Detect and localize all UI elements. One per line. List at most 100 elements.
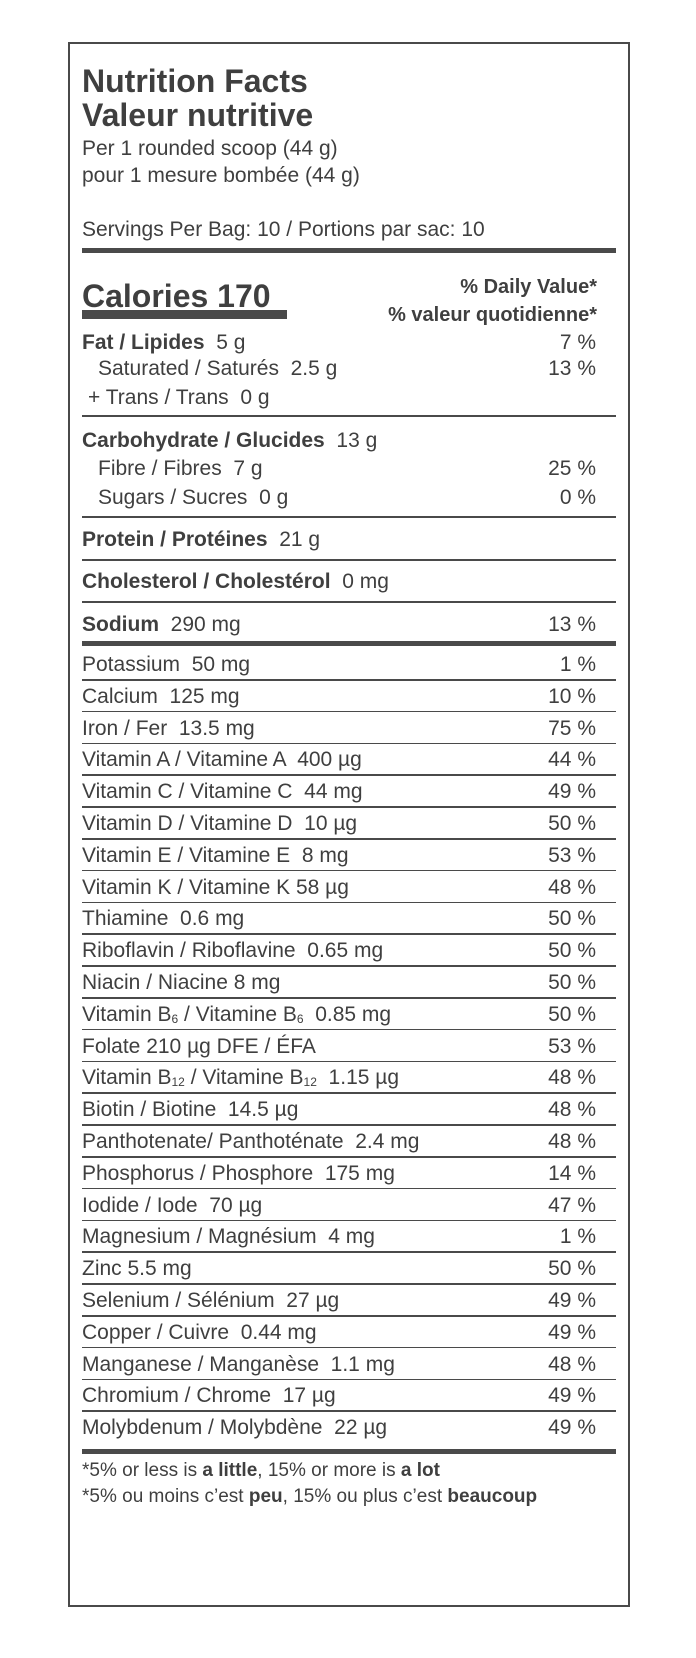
nutrient-row: Iron / Fer 13.5 mg 75 % [82,714,616,744]
nutrient-percent: 48 % [548,875,596,899]
nutrient-name: Phosphorus / Phosphore 175 mg [82,1161,395,1185]
nutrient-percent: 48 % [548,1066,596,1090]
divider [82,1251,616,1253]
nutrient-label: + Trans / Trans [88,386,229,409]
nutrient-percent: 44 % [548,748,596,772]
nutrient-name: Riboflavin / Riboflavine 0.65 mg [82,939,384,963]
calories-underline-bar [82,310,287,319]
footnote-french: *5% ou moins c’est peu, 15% ou plus c’es… [82,1486,538,1507]
nutrient-name: Vitamin B12 / Vitamine B12 1.15 µg [82,1066,400,1090]
nutrient-amount: 0 g [240,386,270,409]
nutrient-name: Molybdenum / Molybdène 22 µg [82,1416,388,1440]
nutrient-row: Chromium / Chrome 17 µg 49 % [82,1381,616,1411]
thick-divider [82,1449,616,1454]
divider [82,679,616,681]
nutrient-percent: 14 % [548,1161,596,1185]
divider [82,415,616,417]
nutrient-label: Carbohydrate / Glucides [82,429,325,452]
nutrient-amount: 5 g [216,331,246,354]
nutrient-percent: 47 % [548,1193,596,1217]
divider [82,1092,616,1094]
divider [82,1378,616,1381]
divider [82,516,616,518]
divider [82,965,616,967]
nutrient-row: Vitamin B6 / Vitamine B6 0.85 mg 50 % [82,1000,616,1030]
nutrient-percent: 1 % [559,653,596,676]
divider [82,1315,616,1317]
nutrient-name: Vitamin C / Vitamine C 44 mg [82,780,363,804]
nutrient-row: Folate 210 µg DFE / ÉFA 53 % [82,1032,616,1062]
nutrient-percent: 7 % [559,331,596,354]
nutrient-amount: 0 mg [342,570,389,593]
nutrient-row: Copper / Cuivre 0.44 mg 49 % [82,1318,616,1348]
nutrient-percent: 50 % [548,812,596,835]
nutrient-label: Fat / Lipides [82,331,205,354]
divider [82,806,616,808]
title-french: Valeur nutritive [82,97,314,133]
daily-value-header-english: % Daily Value* [460,276,597,298]
nutrient-name: Copper / Cuivre 0.44 mg [82,1320,317,1344]
nutrient-amount: 2.5 g [290,357,338,380]
nutrient-percent: 0 % [559,486,596,509]
nutrient-percent: 49 % [548,1384,596,1408]
nutrient-row-protein: Protein / Protéines 21 g [82,525,616,555]
nutrient-amount: 21 g [279,528,321,551]
nutrient-row: Vitamin K / Vitamine K 58 µg 48 % [82,873,616,903]
nutrient-name: Panthotenate/ Panthoténate 2.4 mg [82,1130,420,1153]
divider [82,601,616,603]
divider [82,1283,616,1285]
divider [82,997,616,999]
divider [82,1346,616,1349]
nutrient-name: Manganese / Manganèse 1.1 mg [82,1352,395,1376]
nutrient-percent: 50 % [548,939,596,963]
nutrient-percent: 49 % [548,780,596,804]
nutrient-percent: 1 % [559,1225,596,1249]
nutrient-name: Biotin / Biotine 14.5 µg [82,1098,299,1122]
title-english: Nutrition Facts [82,63,308,99]
nutrient-row-trans: + Trans / Trans 0 g [82,383,616,413]
nutrient-percent: 50 % [548,1257,596,1281]
nutrient-label: Fibre / Fibres [98,457,222,480]
divider [82,1060,616,1063]
nutrient-percent: 50 % [548,1002,596,1026]
divider [82,1219,616,1222]
nutrient-percent: 50 % [548,907,596,931]
divider [82,838,616,840]
nutrient-percent: 48 % [548,1130,596,1153]
nutrient-percent: 50 % [548,971,596,994]
nutrition-facts-panel: Nutrition Facts Valeur nutritive Per 1 r… [68,42,630,1607]
nutrient-row: Calcium 125 mg 10 % [82,682,616,712]
nutrient-row: Vitamin B12 / Vitamine B12 1.15 µg 48 % [82,1063,616,1093]
nutrient-row: Selenium / Sélénium 27 µg 49 % [82,1286,616,1316]
nutrient-row: Vitamin E / Vitamine E 8 mg 53 % [82,841,616,871]
nutrient-name: Folate 210 µg DFE / ÉFA [82,1034,316,1058]
nutrient-label: Sodium [82,613,159,636]
nutrient-percent: 49 % [548,1289,596,1312]
nutrient-row: Zinc 5.5 mg 50 % [82,1254,616,1284]
nutrient-name: Vitamin K / Vitamine K 58 µg [82,875,349,899]
nutrient-percent: 75 % [548,716,596,740]
divider [82,869,616,872]
nutrient-row: Magnesium / Magnésium 4 mg 1 % [82,1222,616,1252]
nutrient-row-sugars: Sugars / Sucres 0 g 0 % [82,483,616,513]
nutrient-row-saturated: Saturated / Saturés 2.5 g 13 % [82,354,616,384]
nutrient-row: Iodide / Iode 70 µg 47 % [82,1191,616,1221]
nutrient-row: Potassium 50 mg 1 % [82,650,616,680]
nutrient-amount: 7 g [233,457,263,480]
nutrient-row-fibre: Fibre / Fibres 7 g 25 % [82,454,616,484]
calories: Calories 170 [82,278,271,314]
nutrient-percent: 10 % [548,684,596,708]
nutrient-percent: 49 % [548,1416,596,1440]
nutrient-row: Manganese / Manganèse 1.1 mg 48 % [82,1350,616,1380]
thick-divider [82,248,616,253]
nutrient-percent: 53 % [548,843,596,867]
daily-value-header-french: % valeur quotidienne* [388,304,597,326]
divider [82,1156,616,1158]
nutrient-percent: 13 % [548,613,596,636]
divider [82,901,616,904]
nutrient-row-carbohydrate: Carbohydrate / Glucides 13 g [82,426,616,456]
nutrient-row: Riboflavin / Riboflavine 0.65 mg 50 % [82,936,616,966]
nutrient-percent: 48 % [548,1098,596,1122]
nutrient-row: Biotin / Biotine 14.5 µg 48 % [82,1095,616,1125]
nutrient-amount: 13 g [336,429,378,452]
